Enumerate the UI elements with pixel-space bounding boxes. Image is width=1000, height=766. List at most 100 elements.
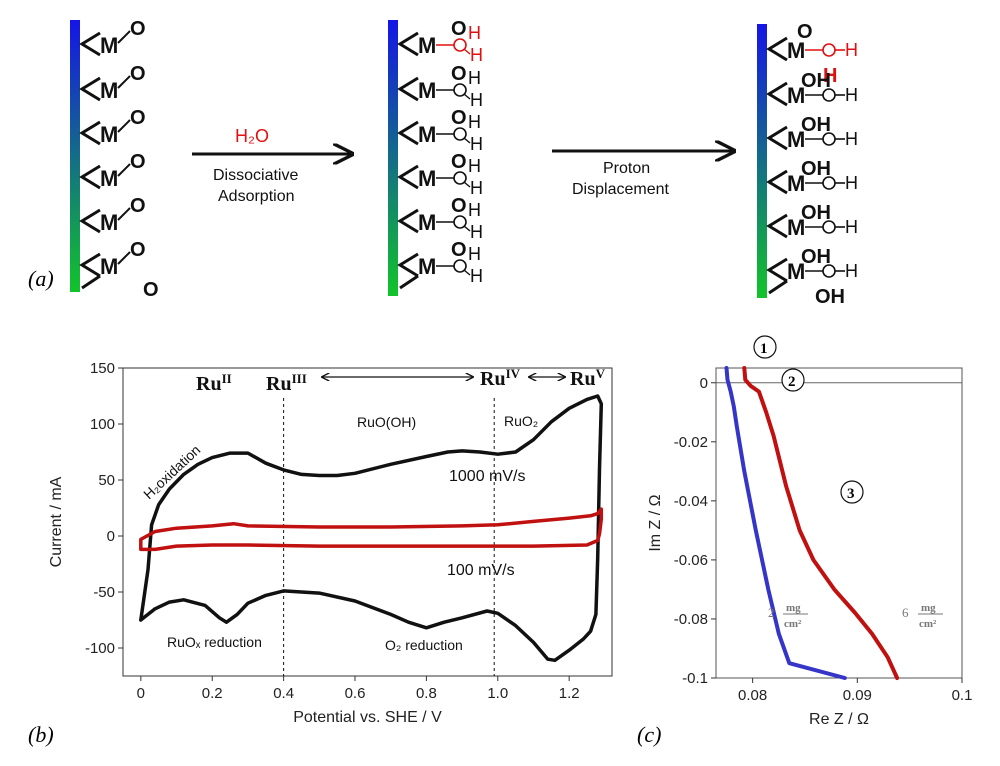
oxygen-atom (453, 38, 467, 52)
x-tick-label: 0.08 (738, 687, 767, 704)
hydrogen-atom-label: H (468, 112, 481, 132)
oxygen-atom-label: O (130, 239, 146, 261)
oxygen-atom (822, 43, 836, 57)
oxygen-atom-label: O (451, 63, 467, 85)
metal-atom-label: M (418, 166, 436, 191)
x-tick-label: 0 (137, 685, 145, 702)
eis-axes: 0.08 0.09 0.1 0 -0.02 -0.04 -0.06 -0.08 -0.1 Re Z… (647, 367, 973, 728)
y-tick-label: 150 (90, 360, 115, 377)
backbone-zigzag (79, 120, 101, 146)
backbone-zigzag (766, 169, 788, 195)
backbone-zigzag (79, 76, 101, 102)
backbone-zigzag (766, 81, 788, 107)
metal-atom-label: M (418, 210, 436, 235)
oxygen-atom-label: O (130, 107, 146, 129)
backbone-tail (81, 274, 101, 290)
x-tick-label: 0.09 (843, 687, 872, 704)
eis-marker-1: 1 (760, 341, 768, 357)
plot-frame (122, 367, 613, 677)
arrow1-label-line2: Adsorption (218, 188, 295, 205)
hydrogen-atom-label: H (468, 68, 481, 88)
y-axis-title: Current / mA (48, 476, 65, 567)
hydrogen-atom-label: H (845, 261, 858, 281)
metal-atom-label: M (100, 254, 118, 279)
hydrogen-atom-label: H (845, 217, 858, 237)
panel-b-label: (b) (28, 722, 54, 747)
cv-label-h2-oxidation: H₂oxidation (140, 442, 203, 503)
y-tick-label: 0 (107, 528, 115, 545)
eis-marker-1-circle (753, 335, 777, 359)
metal-atom-label: M (100, 78, 118, 103)
metal-atom-label: M (787, 171, 805, 196)
x-tick-label: 0.8 (416, 685, 437, 702)
metal-atom-label: M (418, 122, 436, 147)
hydroxyl-label: OH (815, 286, 845, 308)
eis-marker-2-circle (781, 368, 805, 392)
oxygen-atom-label: O (130, 18, 146, 40)
eis-loading-2-number: 2 (768, 605, 775, 620)
oh-bond (463, 137, 471, 144)
hydrogen-atom-label: H (470, 90, 483, 110)
oxygen-atom-label: O (451, 107, 467, 129)
cv-label-ru2: RuII (196, 371, 232, 395)
oxygen-atom (453, 171, 467, 185)
backbone-zigzag (766, 213, 788, 239)
eis-series (724, 366, 900, 680)
backbone-zigzag (397, 76, 419, 102)
metal-atom-label: M (787, 215, 805, 240)
mo-bond (117, 75, 131, 89)
mo-bond (117, 30, 131, 44)
cv-label-o2-reduction: O₂ reduction (385, 637, 463, 653)
mo-bond (117, 207, 131, 221)
oxygen-atom (453, 215, 467, 229)
arrow2-label-line1: Proton (603, 160, 650, 177)
panel-c-label: (c) (637, 722, 661, 747)
hydrogen-atom-label: H (845, 129, 858, 149)
y-axis-title: Im Z / Ω (647, 494, 664, 551)
eis-loading-6-number: 6 (902, 605, 909, 620)
backbone-zigzag (397, 164, 419, 190)
x-tick-label: 0.6 (345, 685, 366, 702)
panel-c-eis-chart: (c) 0.08 0.09 0.1 0 -0.02 -0.04 -0.06 -0.08 -0.1… (637, 335, 973, 747)
oxygen-atom-label: O (130, 195, 146, 217)
surface-bar-2 (388, 20, 398, 296)
hydrogen-atom-label: H (470, 222, 483, 242)
cv-label-ru4: RuIV (480, 366, 521, 390)
metal-atom-label: M (100, 210, 118, 235)
backbone-zigzag (397, 120, 419, 146)
y-tick-label: -0.06 (674, 552, 708, 569)
eis-loading-2-unit-num: mg (786, 602, 801, 614)
mo-bond (117, 251, 131, 265)
eis-annotations: 1 2 3 2 mg cm² 6 mg cm² (753, 335, 943, 630)
oxygen-atom-label: O (451, 18, 467, 40)
y-tick-label: 0 (700, 375, 708, 392)
eis-loading-6-unit-den: cm² (919, 618, 937, 630)
x-tick-label: 0.1 (952, 687, 973, 704)
backbone-zigzag (397, 208, 419, 234)
oxygen-atom-label: O (130, 151, 146, 173)
series-line (742, 366, 900, 680)
hydrogen-atom-label: H (845, 85, 858, 105)
backbone-zigzag (766, 125, 788, 151)
metal-atom-label: M (787, 259, 805, 284)
metal-atom-label: M (418, 33, 436, 58)
oxygen-atom (453, 127, 467, 141)
y-tick-label: -50 (93, 584, 115, 601)
hydrogen-atom-label: H (468, 23, 481, 43)
hydrogen-atom-label: H (468, 244, 481, 264)
metal-atom-label: M (418, 254, 436, 279)
backbone-zigzag (79, 252, 101, 278)
y-tick-label: -100 (85, 640, 115, 657)
oxygen-atom-label: O (797, 21, 813, 43)
oxygen-atom (453, 83, 467, 97)
oxygen-atom-label: O (451, 195, 467, 217)
cv-label-ruooh: RuO(OH) (357, 414, 416, 430)
hydrogen-atom-label: H (468, 156, 481, 176)
backbone-zigzag (766, 257, 788, 283)
arrow1-reagent: H₂O (235, 126, 269, 146)
mo-bond (117, 119, 131, 133)
eis-marker-2: 2 (788, 374, 796, 390)
